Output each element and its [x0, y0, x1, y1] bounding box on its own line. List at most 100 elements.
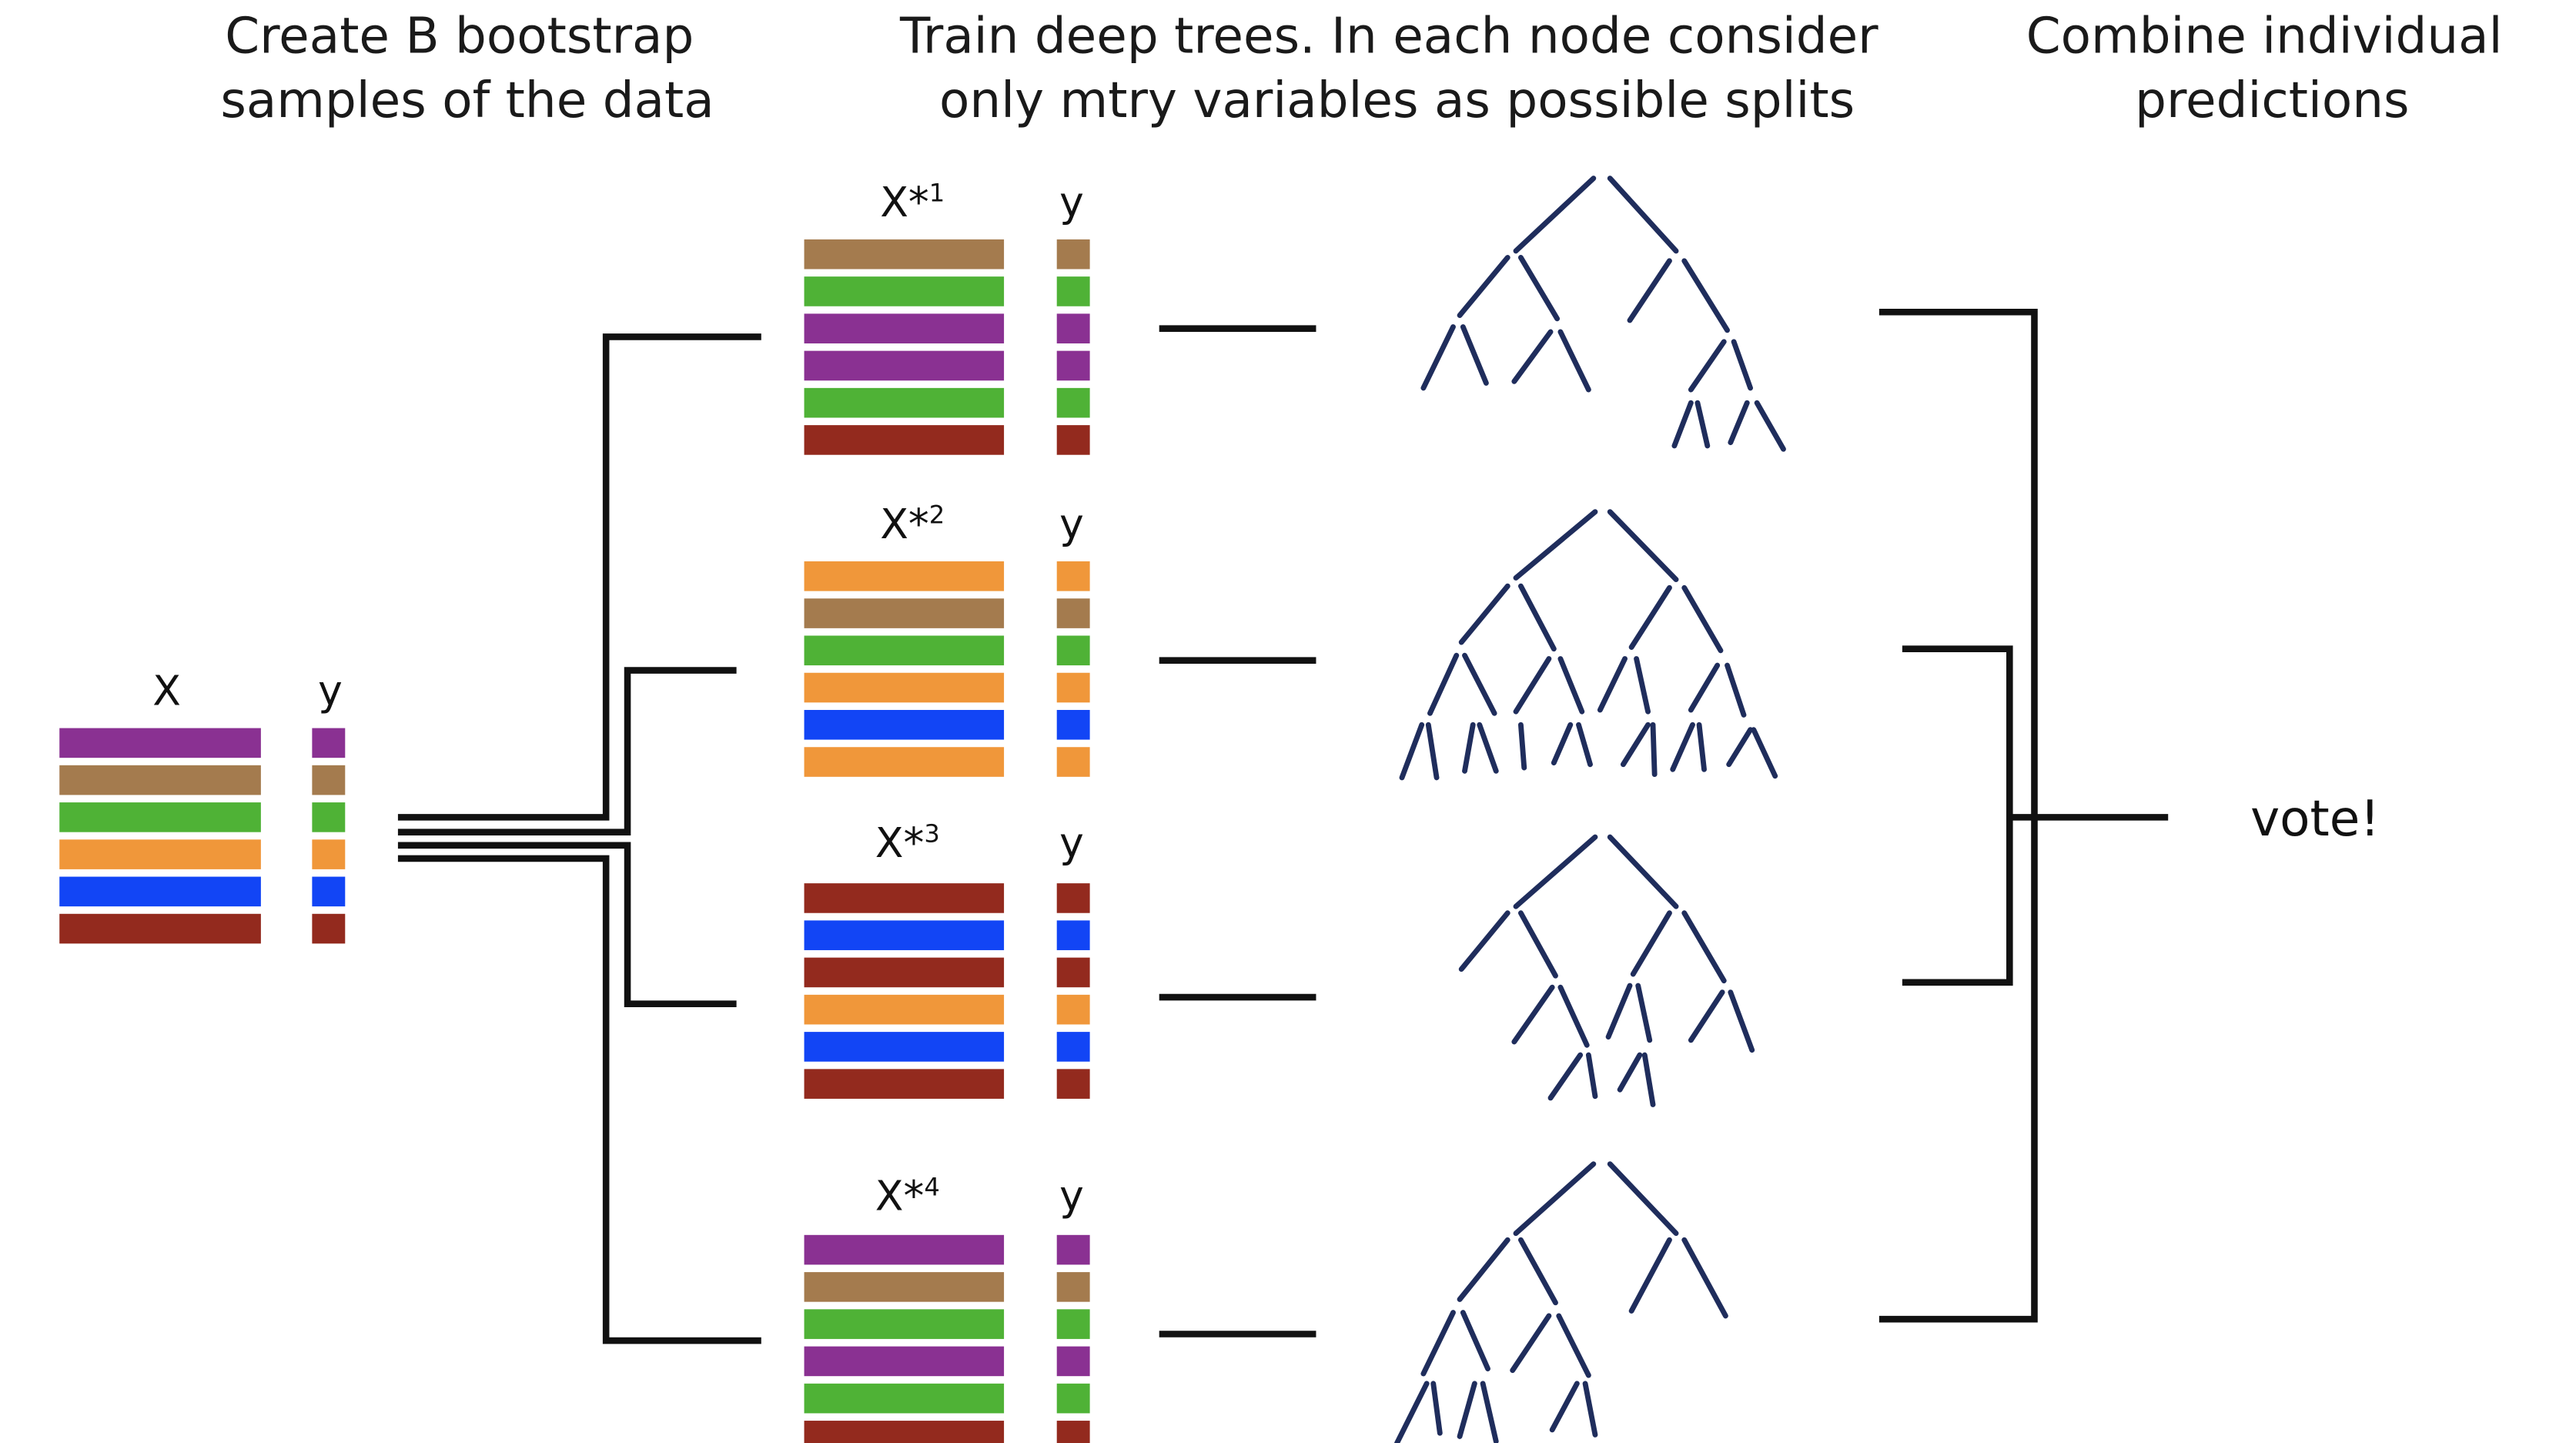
sample-2-x-row-4 — [804, 672, 1005, 703]
original-y-row-6 — [312, 913, 346, 944]
sample-4-y-row-4 — [1056, 1346, 1090, 1377]
sample-4-y-row-6 — [1056, 1421, 1090, 1443]
sample-4-y-row-1 — [1056, 1234, 1090, 1265]
header-combine-line-1: Combine individual — [2026, 8, 2503, 65]
header-train-line-1: Train deep trees. In each node consider — [899, 8, 1878, 65]
original-x-row-4 — [59, 839, 261, 869]
decision-tree-2 — [1399, 509, 1778, 781]
sample-1-y-row-2 — [1056, 276, 1090, 306]
sample-2-x-text: X* — [880, 500, 929, 548]
sample-1-y-row-6 — [1056, 425, 1090, 455]
sample-2-y-row-3 — [1056, 635, 1090, 666]
original-y-row-5 — [312, 876, 346, 907]
sample-2-y-label: y — [1059, 500, 1084, 548]
sample-2-x-row-6 — [804, 747, 1005, 777]
sample-3-x-text: X* — [875, 819, 925, 867]
original-rows — [59, 728, 346, 944]
bootstrap-sample-3: X*3 y — [804, 819, 1090, 1099]
original-y-label: y — [318, 667, 343, 715]
original-y-row-2 — [312, 765, 346, 795]
original-x-label: X — [152, 667, 181, 715]
original-y-row-4 — [312, 839, 346, 869]
sample-3-y-label: y — [1059, 819, 1084, 867]
header-bootstrap-line-2: samples of the data — [220, 72, 714, 129]
original-y-row-1 — [312, 728, 346, 758]
sample-2-y-row-5 — [1056, 709, 1090, 740]
sample-4-rows — [804, 1234, 1090, 1443]
sample-2-x-row-2 — [804, 598, 1005, 628]
sample-3-x-row-3 — [804, 957, 1005, 988]
sample-4-x-row-5 — [804, 1383, 1005, 1414]
sample-1-rows — [804, 239, 1090, 455]
sample-3-y-row-3 — [1056, 957, 1090, 988]
sample-2-y-row-1 — [1056, 561, 1090, 591]
sample-1-x-row-5 — [804, 387, 1005, 418]
sample-1-x-row-1 — [804, 239, 1005, 270]
split-connectors — [397, 333, 761, 1344]
sample-3-x-row-1 — [804, 883, 1005, 913]
sample-3-y-row-4 — [1056, 994, 1090, 1025]
sample-1-index: 1 — [929, 179, 945, 208]
sample-4-x-row-2 — [804, 1272, 1005, 1302]
original-x-row-5 — [59, 876, 261, 907]
sample-2-x-row-5 — [804, 709, 1005, 740]
original-data: X y — [59, 667, 346, 944]
sample-2-y-row-2 — [1056, 598, 1090, 628]
sample-1-y-label: y — [1059, 178, 1084, 226]
sample-2-x-row-3 — [804, 635, 1005, 666]
sample-3-x-row-6 — [804, 1069, 1005, 1099]
sample-2-index: 2 — [929, 501, 945, 530]
sample-3-x-row-4 — [804, 994, 1005, 1025]
connector-to-sample-3 — [397, 842, 737, 1007]
connector-to-sample-2 — [397, 667, 737, 835]
sample-4-x-row-6 — [804, 1421, 1005, 1443]
sample-4-y-row-3 — [1056, 1309, 1090, 1339]
sample-1-x-row-2 — [804, 276, 1005, 306]
sample-1-y-row-5 — [1056, 387, 1090, 418]
header-combine: Combine individual predictions — [2026, 8, 2518, 130]
sample-1-x-row-6 — [804, 425, 1005, 455]
combine-bracket — [1878, 308, 2169, 1323]
sample-3-x-row-5 — [804, 1032, 1005, 1062]
sample-4-x-row-1 — [804, 1234, 1005, 1265]
sample-2-y-row-6 — [1056, 747, 1090, 777]
sample-3-x-row-2 — [804, 920, 1005, 950]
original-y-row-3 — [312, 802, 346, 832]
combine-bracket-inner — [1902, 645, 2013, 986]
sample-4-index: 4 — [924, 1172, 939, 1201]
header-train-line-2: only mtry variables as possible splits — [939, 72, 1855, 129]
sample-2-y-row-4 — [1056, 672, 1090, 703]
decision-tree-1 — [1420, 176, 1786, 452]
sample-4-x-label: X*4 — [875, 1172, 940, 1220]
sample-4-x-text: X* — [875, 1172, 925, 1220]
sample-1-y-row-1 — [1056, 239, 1090, 270]
header-combine-line-2: predictions — [2135, 72, 2409, 129]
sample-3-rows — [804, 883, 1090, 1099]
sample-1-x-text: X* — [880, 178, 929, 226]
sample-1-x-row-3 — [804, 313, 1005, 343]
sample-to-tree-lines — [1159, 325, 1316, 1338]
sample-3-y-row-2 — [1056, 920, 1090, 950]
sample-3-y-row-6 — [1056, 1069, 1090, 1099]
sample-2-x-label: X*2 — [880, 500, 945, 548]
sample-3-y-row-5 — [1056, 1032, 1090, 1062]
decision-tree-3 — [1458, 834, 1755, 1107]
original-x-row-6 — [59, 913, 261, 944]
sample-3-y-row-1 — [1056, 883, 1090, 913]
header-bootstrap-line-1: Create B bootstrap — [225, 8, 694, 65]
sample-1-y-row-4 — [1056, 350, 1090, 381]
bootstrap-sample-4: X*4 y — [804, 1172, 1090, 1443]
header-bootstrap: Create B bootstrap samples of the data — [220, 8, 714, 130]
original-x-row-1 — [59, 728, 261, 758]
vote-label: vote! — [2250, 790, 2380, 848]
sample-3-x-label: X*3 — [875, 819, 940, 867]
connector-to-sample-1 — [397, 333, 761, 821]
sample-3-index: 3 — [924, 819, 939, 849]
decision-tree-4 — [1394, 1161, 1728, 1443]
header-train: Train deep trees. In each node consider … — [899, 8, 1894, 130]
sample-4-y-row-5 — [1056, 1383, 1090, 1414]
sample-4-y-row-2 — [1056, 1272, 1090, 1302]
connector-to-sample-4 — [397, 855, 761, 1344]
